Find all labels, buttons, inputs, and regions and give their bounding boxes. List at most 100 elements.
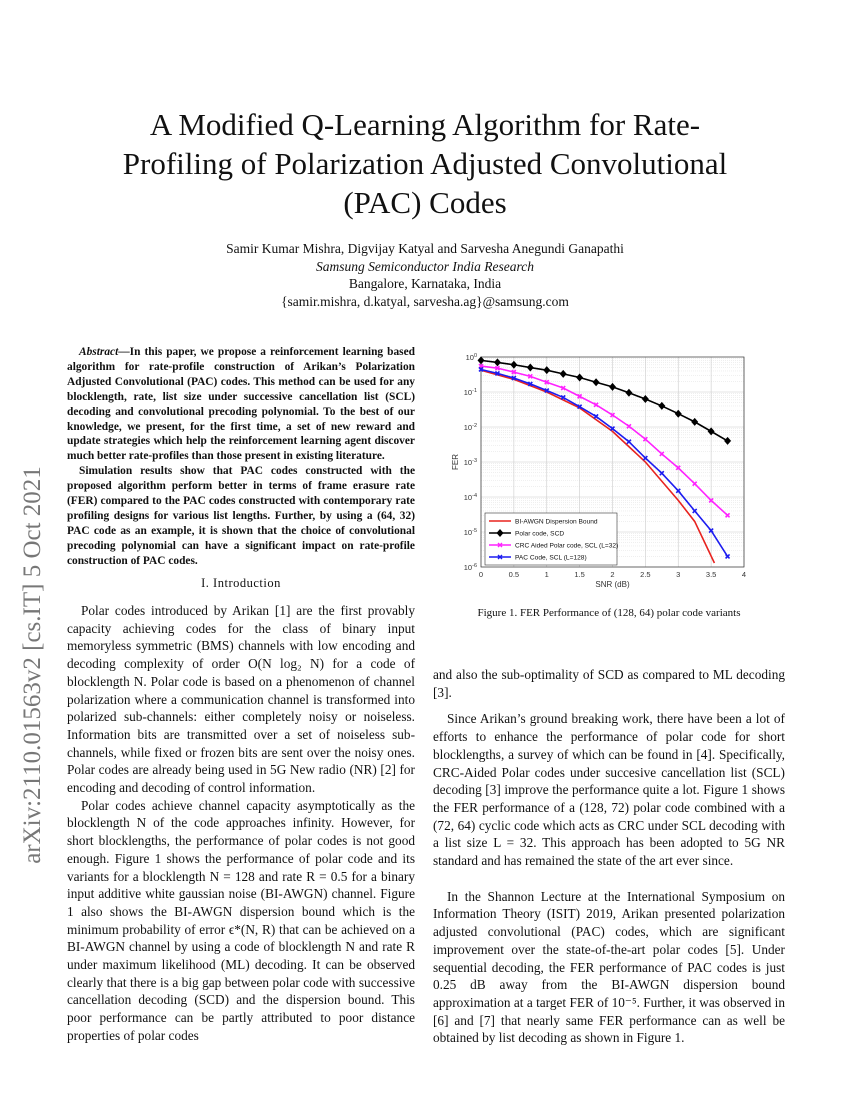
x-tick-label: 0.5 xyxy=(509,570,519,579)
affiliation: Samsung Semiconductor India Research xyxy=(315,258,535,274)
abstract-p2: Simulation results show that PAC codes c… xyxy=(67,465,415,567)
fer-chart: 0 0.5 1 1.5 2 2.5 3 3.5 4 100 10-1 10-2 10-3 10-4 10-5… xyxy=(451,353,746,589)
paragraph: Since Arikan’s ground breaking work, the… xyxy=(433,711,785,869)
data-point xyxy=(642,455,648,461)
x-tick-label: 0 xyxy=(479,570,483,579)
author-names: Samir Kumar Mishra, Digvijay Katyal and … xyxy=(226,241,624,256)
series-line xyxy=(480,368,729,557)
data-point xyxy=(526,363,534,372)
data-point xyxy=(708,527,714,534)
figure-caption: Figure 1. FER Performance of (128, 64) p… xyxy=(477,607,741,619)
data-point xyxy=(675,488,681,494)
x-tick-label: 1.5 xyxy=(574,570,584,579)
data-point xyxy=(593,402,599,408)
paragraph: Polar codes achieve channel capacity asy… xyxy=(67,797,415,1043)
abstract-label: Abstract xyxy=(79,346,119,358)
data-point xyxy=(707,427,715,436)
series-line xyxy=(480,369,716,564)
data-point xyxy=(724,512,731,518)
data-point xyxy=(626,423,632,429)
legend-marker xyxy=(497,542,503,548)
legend-marker xyxy=(497,554,503,560)
data-point xyxy=(609,382,616,391)
data-point xyxy=(543,366,551,375)
data-point xyxy=(625,388,633,397)
plot-frame xyxy=(480,356,745,568)
y-tick-label: 10-6 xyxy=(464,563,477,572)
data-point xyxy=(609,412,616,418)
data-point xyxy=(708,497,714,503)
legend-label: PAC Code, SCL (L=128) xyxy=(515,555,587,562)
data-point xyxy=(559,369,567,378)
arxiv-stamp: arXiv:2110.01563v2 [cs.IT] 5 Oct 2021 xyxy=(19,466,46,864)
data-point xyxy=(592,378,600,387)
emails: {samir.mishra, d.katyal, sarvesha.ag}@sa… xyxy=(281,293,569,309)
data-point xyxy=(641,395,649,404)
right-column: and also the sub-optimality of SCD as co… xyxy=(433,666,785,1047)
data-point xyxy=(691,417,699,426)
x-tick-label: 2.5 xyxy=(640,570,650,579)
data-point xyxy=(478,366,484,373)
y-tick-label: 10-5 xyxy=(464,528,477,537)
data-point xyxy=(675,465,681,471)
data-point xyxy=(576,373,584,382)
data-point xyxy=(692,508,698,514)
data-point xyxy=(560,385,566,391)
data-point xyxy=(544,379,550,385)
x-tick-label: 3 xyxy=(676,570,680,579)
legend-marker xyxy=(496,529,504,537)
data-point xyxy=(659,470,665,476)
data-point xyxy=(477,356,485,365)
legend-label: Polar code, SCD xyxy=(515,531,564,538)
author-block: Samir Kumar Mishra, Digvijay Katyal and … xyxy=(100,240,750,310)
data-point xyxy=(724,436,732,445)
data-point xyxy=(692,481,698,487)
y-tick-label: 100 xyxy=(466,353,477,362)
data-point xyxy=(642,436,648,442)
series-line xyxy=(480,359,728,442)
data-point xyxy=(494,370,501,376)
location: Bangalore, Karnataka, India xyxy=(348,276,502,291)
data-point xyxy=(626,439,632,445)
x-axis-label: SNR (dB) xyxy=(595,580,630,589)
x-tick-label: 2 xyxy=(610,570,614,579)
abstract-text: —In this paper, we propose a reinforceme… xyxy=(67,346,415,463)
data-point xyxy=(659,451,665,457)
paragraph: and also the sub-optimality of SCD as co… xyxy=(433,667,785,700)
data-point xyxy=(577,404,583,410)
paragraph: Polar codes introduced by Arikan [1] are… xyxy=(67,603,415,796)
paragraph: In the Shannon Lecture at the Internatio… xyxy=(433,888,785,1046)
data-point xyxy=(493,358,501,367)
x-tick-label: 1 xyxy=(545,570,549,579)
paper-title: A Modified Q-Learning Algorithm for Rate… xyxy=(122,107,728,220)
data-point xyxy=(609,426,616,432)
data-point xyxy=(511,369,517,375)
data-point xyxy=(593,413,599,420)
series-line xyxy=(480,365,729,516)
data-point xyxy=(560,394,566,400)
data-point xyxy=(724,553,731,560)
legend-label: CRC Aided Polar code, SCL (L=32) xyxy=(515,543,618,550)
data-point xyxy=(544,387,550,394)
abstract: Abstract—In this paper, we propose a rei… xyxy=(67,345,415,569)
legend-label: BI-AWGN Dispersion Bound xyxy=(515,519,598,526)
y-tick-label: 10-1 xyxy=(464,388,477,397)
data-point xyxy=(674,409,682,418)
section-heading: I. Introduction xyxy=(201,576,281,590)
data-point xyxy=(577,393,583,399)
x-tick-label: 4 xyxy=(742,570,746,579)
y-tick-label: 10-3 xyxy=(464,458,477,467)
data-point xyxy=(527,381,533,387)
data-point xyxy=(527,373,533,379)
y-axis-label: FER xyxy=(451,454,460,470)
y-tick-label: 10-2 xyxy=(464,423,477,432)
data-point xyxy=(510,360,518,369)
y-tick-label: 10-4 xyxy=(464,493,477,502)
data-point xyxy=(494,365,501,371)
abstract-p1: Abstract—In this paper, we propose a rei… xyxy=(67,345,415,464)
left-column: Polar codes introduced by Arikan [1] are… xyxy=(67,602,415,1045)
data-point xyxy=(658,401,666,410)
data-point xyxy=(511,375,517,381)
x-tick-label: 3.5 xyxy=(706,570,716,579)
